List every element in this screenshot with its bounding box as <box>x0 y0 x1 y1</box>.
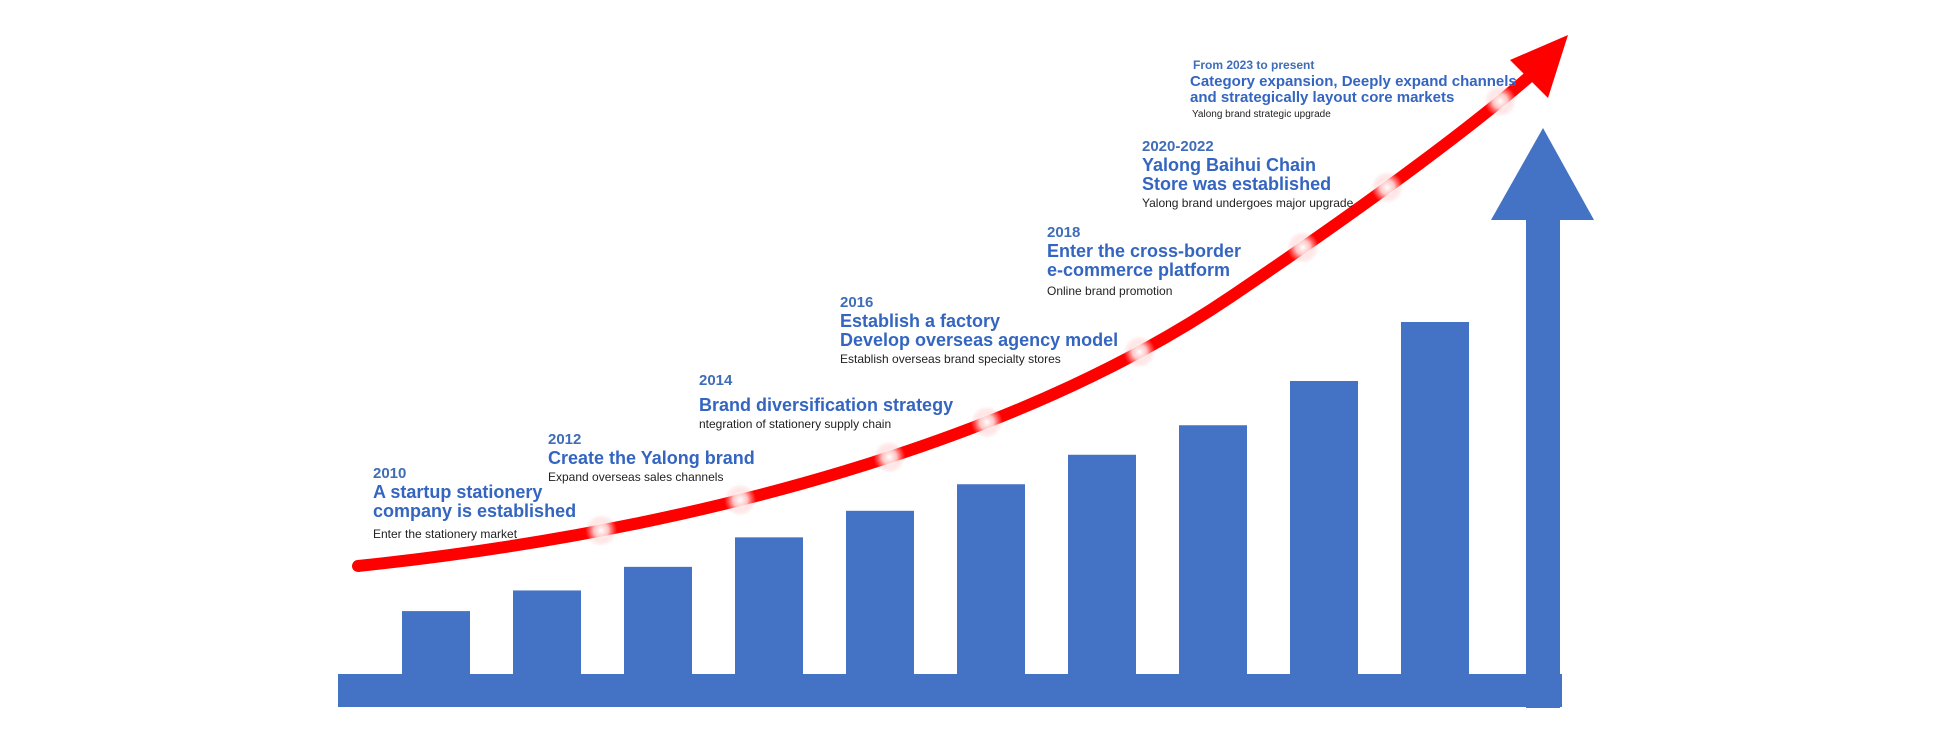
sparkle-8 <box>1484 85 1517 118</box>
milestone-2014: 2014 Brand diversification strategy nteg… <box>699 372 953 432</box>
milestone-2012: 2012 Create the Yalong brand Expand over… <box>548 431 755 485</box>
milestone-year: 2012 <box>548 431 582 448</box>
milestone-year: 2018 <box>1047 224 1081 241</box>
milestone-title-line2: and strategically layout core markets <box>1190 89 1455 106</box>
milestone-title-line1: Establish a factory <box>840 311 1001 331</box>
milestone-title-line1: Category expansion, Deeply expand channe… <box>1190 73 1517 90</box>
bar-5 <box>846 510 914 678</box>
sparkle-7 <box>1371 171 1404 204</box>
milestone-year: 2020-2022 <box>1142 138 1214 155</box>
milestone-description: ntegration of stationery supply chain <box>699 417 892 431</box>
milestone-description: Establish overseas brand specialty store… <box>840 352 1061 366</box>
sparkle-2 <box>724 483 757 516</box>
milestone-title-line1: Yalong Baihui Chain <box>1142 155 1317 175</box>
milestone-year: From 2023 to present <box>1193 58 1315 72</box>
bars-group <box>402 322 1469 678</box>
milestone-title-line1: Enter the cross-border <box>1047 241 1242 261</box>
milestone-title-line1: Brand diversification strategy <box>699 395 954 415</box>
sparkle-1 <box>585 514 618 547</box>
bar-7 <box>1068 454 1136 678</box>
milestone-description: Enter the stationery market <box>373 527 518 541</box>
milestone-description: Yalong brand undergoes major upgrade <box>1142 196 1354 210</box>
milestone-2020-2022: 2020-2022 Yalong Baihui Chain Store was … <box>1142 138 1353 211</box>
milestone-title-line2: Develop overseas agency model <box>840 330 1119 350</box>
bar-1 <box>402 611 470 678</box>
sparkles-group <box>585 85 1517 547</box>
milestone-title-line1: Create the Yalong brand <box>548 448 755 468</box>
sparkle-3 <box>873 441 906 474</box>
bar-10 <box>1401 322 1469 678</box>
milestone-description: Yalong brand strategic upgrade <box>1192 109 1331 120</box>
milestone-2018: 2018 Enter the cross-border e-commerce p… <box>1047 224 1241 299</box>
bar-6 <box>957 484 1025 678</box>
milestone-2010: 2010 A startup stationery company is est… <box>373 465 576 542</box>
sparkle-4 <box>970 406 1003 439</box>
bar-8 <box>1179 425 1247 678</box>
bar-2 <box>513 590 581 678</box>
bar-3 <box>624 566 692 678</box>
milestone-2023-present: From 2023 to present Category expansion,… <box>1190 58 1517 121</box>
milestone-description: Expand overseas sales channels <box>548 470 724 484</box>
milestone-title-line2: company is established <box>373 501 577 521</box>
milestone-title-line2: Store was established <box>1142 174 1332 194</box>
milestone-title-line2: e-commerce platform <box>1047 260 1231 280</box>
milestone-year: 2010 <box>373 465 407 482</box>
milestone-description: Online brand promotion <box>1047 284 1173 298</box>
milestone-year: 2014 <box>699 372 733 389</box>
bar-9 <box>1290 381 1358 678</box>
up-arrow-icon <box>1491 128 1594 708</box>
milestone-2016: 2016 Establish a factory Develop oversea… <box>840 294 1118 367</box>
milestone-year: 2016 <box>840 294 874 311</box>
base-bar <box>338 674 1562 707</box>
bar-4 <box>735 537 803 678</box>
sparkle-5 <box>1123 335 1156 368</box>
milestone-title-line1: A startup stationery <box>373 482 543 502</box>
sparkle-6 <box>1286 231 1319 264</box>
